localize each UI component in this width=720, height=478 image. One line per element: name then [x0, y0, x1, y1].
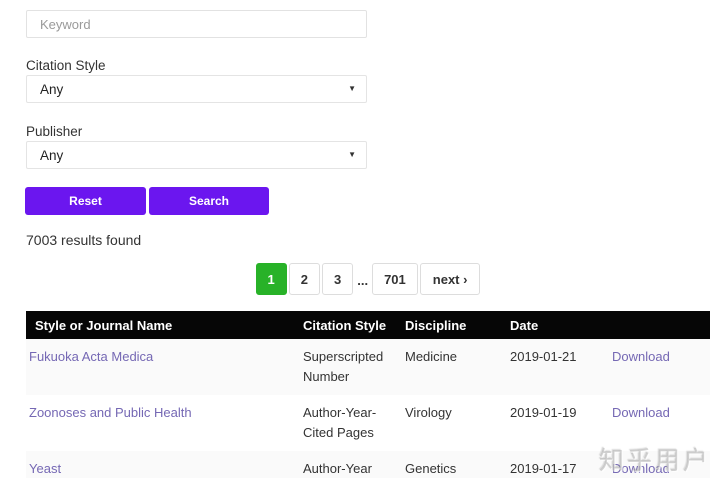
chevron-down-icon: ▼: [348, 150, 356, 159]
journal-name-link[interactable]: Yeast: [29, 461, 62, 476]
page-ellipsis: ...: [355, 263, 371, 295]
pagination: 1 2 3... 701 next ›: [26, 263, 710, 295]
search-button[interactable]: Search: [149, 187, 269, 215]
column-header: Style or Journal Name: [26, 311, 303, 339]
discipline-cell: Medicine: [405, 349, 458, 364]
download-link[interactable]: Download: [612, 461, 670, 476]
journal-name-link[interactable]: Zoonoses and Public Health: [29, 405, 192, 420]
citation-style-cell: Superscripted Number: [303, 349, 384, 384]
citation-style-selected-value: Any: [40, 81, 64, 97]
page-button-701[interactable]: 701: [372, 263, 418, 295]
date-cell: 2019-01-19: [510, 405, 577, 420]
results-table: Style or Journal Name Citation Style Disci…: [26, 311, 710, 478]
date-cell: 2019-01-17: [510, 461, 577, 476]
column-header: [612, 311, 710, 339]
results-table-header: Style or Journal Name Citation Style Disci…: [26, 311, 710, 339]
column-header: Citation Style: [303, 311, 405, 339]
table-row: Yeast Author-Year Genetics 2019-01-17 Do…: [26, 451, 710, 478]
page-button-2[interactable]: 2: [288, 263, 320, 295]
keyword-input[interactable]: [26, 10, 367, 38]
table-row: Fukuoka Acta Medica Superscripted Number…: [26, 339, 710, 395]
publisher-selected-value: Any: [40, 147, 64, 163]
discipline-cell: Genetics: [405, 461, 457, 476]
reset-button[interactable]: Reset: [25, 187, 146, 215]
citation-style-cell: Author-Year: [303, 461, 372, 476]
citation-style-select[interactable]: Any ▼: [26, 75, 367, 103]
table-row: Zoonoses and Public Health Author-Year-C…: [26, 395, 710, 451]
chevron-down-icon: ▼: [348, 84, 356, 93]
next-page-button[interactable]: next ›: [419, 263, 481, 295]
page-button-1[interactable]: 1: [255, 263, 287, 295]
publisher-label: Publisher: [26, 124, 83, 139]
discipline-cell: Virology: [405, 405, 452, 420]
date-cell: 2019-01-21: [510, 349, 577, 364]
publisher-select[interactable]: Any ▼: [26, 141, 367, 169]
download-link[interactable]: Download: [612, 405, 670, 420]
download-link[interactable]: Download: [612, 349, 670, 364]
results-count: 7003 results found: [26, 232, 142, 248]
citation-style-cell: Author-Year-Cited Pages: [303, 405, 377, 440]
journal-name-link[interactable]: Fukuoka Acta Medica: [29, 349, 154, 364]
citation-style-label: Citation Style: [26, 58, 106, 73]
page-button-3[interactable]: 3: [322, 263, 354, 295]
column-header: Date: [510, 311, 612, 339]
column-header: Discipline: [405, 311, 510, 339]
